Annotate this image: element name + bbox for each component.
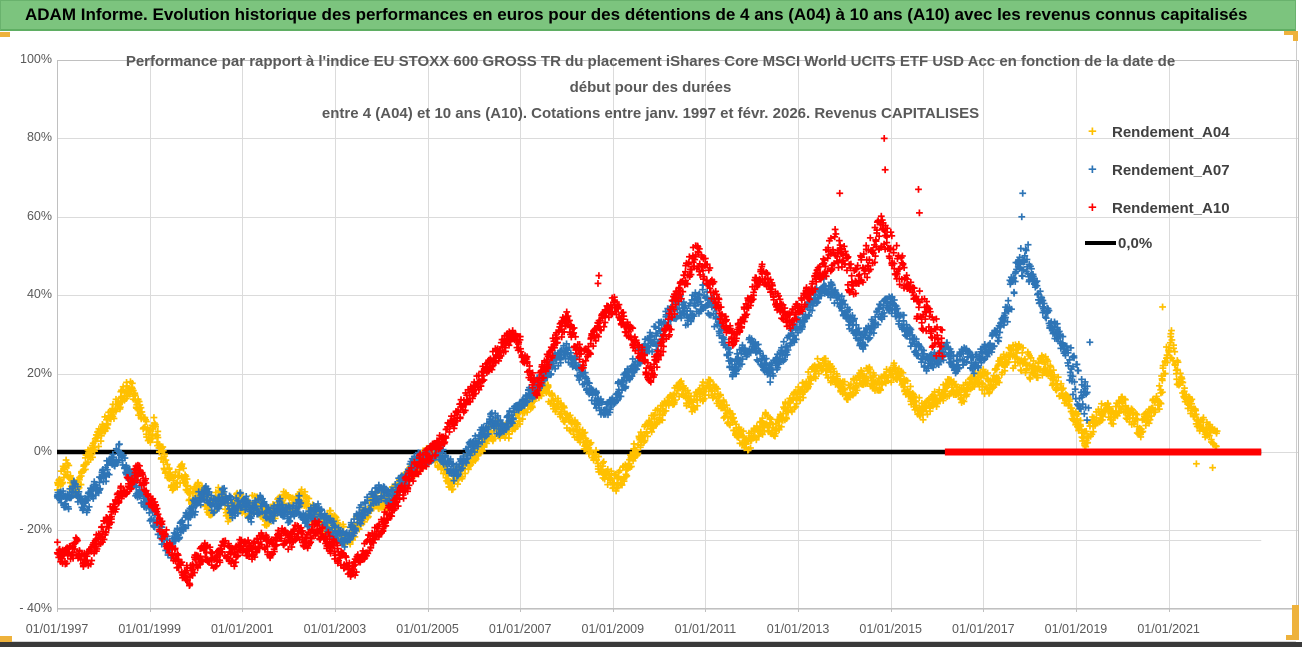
x-axis-tick-label: 01/01/2017 xyxy=(952,622,1015,636)
x-axis-tick-label: 01/01/2001 xyxy=(210,622,274,636)
legend-label: 0,0% xyxy=(1118,234,1153,252)
header-bar: ADAM Informe. Evolution historique des p… xyxy=(0,0,1296,31)
selection-handle xyxy=(1293,31,1298,41)
chart-frame-border xyxy=(1296,33,1297,640)
x-axis-tick-label: 01/01/1997 xyxy=(25,622,89,636)
y-axis-tick-label: - 40% xyxy=(19,600,52,615)
bottom-bar xyxy=(0,642,1302,647)
legend-label: Rendement_A04 xyxy=(1112,123,1230,141)
x-axis-tick-label: 01/01/2015 xyxy=(859,622,922,636)
plus-marker-icon: + xyxy=(1088,123,1097,140)
legend-item-rendement-a07: + Rendement_A07 xyxy=(1088,159,1230,181)
y-axis-tick-label: 40% xyxy=(26,287,52,302)
legend-label: Rendement_A07 xyxy=(1112,161,1230,179)
y-axis-tick-label: 20% xyxy=(26,365,52,380)
x-axis-tick-label: 01/01/2005 xyxy=(396,622,459,636)
legend-label: Rendement_A10 xyxy=(1112,199,1230,217)
x-axis-tick-label: 01/01/1999 xyxy=(118,622,181,636)
plus-marker-icon: + xyxy=(1088,161,1097,178)
legend-item-rendement-a10: + Rendement_A10 xyxy=(1088,197,1230,219)
x-axis-tick-label: 01/01/2009 xyxy=(581,622,645,636)
x-axis-tick-label: 01/01/2011 xyxy=(674,622,737,636)
selection-handle xyxy=(1292,605,1299,640)
chart-title: Performance par rapport à l'indice EU ST… xyxy=(98,49,1203,127)
page-title: ADAM Informe. Evolution historique des p… xyxy=(25,5,1248,24)
x-axis-tick-label: 01/01/2019 xyxy=(1044,622,1108,636)
plus-marker-icon: + xyxy=(1088,199,1097,216)
selection-handle xyxy=(0,32,10,37)
y-axis-tick-label: 80% xyxy=(26,130,52,145)
chart-title-line-1: Performance par rapport à l'indice EU ST… xyxy=(125,53,1176,70)
y-axis-tick-label: - 20% xyxy=(19,522,52,537)
y-axis-tick-label: 100% xyxy=(20,52,52,66)
x-axis-tick-label: 01/01/2021 xyxy=(1137,622,1200,636)
chart-title-line-2: début pour des durées xyxy=(569,79,732,96)
x-axis-tick-label: 01/01/2007 xyxy=(488,622,552,636)
selection-handle xyxy=(1284,31,1298,35)
y-axis-tick-label: 60% xyxy=(26,208,52,223)
divider xyxy=(0,641,1296,642)
legend-item-zero-line: 0,0% xyxy=(1085,232,1152,254)
x-axis-tick-label: 01/01/2013 xyxy=(766,622,830,636)
chart-title-line-3: entre 4 (A04) et 10 ans (A10). Cotations… xyxy=(321,105,980,122)
zero-line-icon xyxy=(1085,241,1116,245)
selection-handle xyxy=(0,636,12,642)
legend-item-rendement-a04: + Rendement_A04 xyxy=(1088,121,1230,143)
y-axis-tick-label: 0% xyxy=(33,444,52,458)
x-axis-tick-label: 01/01/2003 xyxy=(303,622,367,636)
selection-handle xyxy=(1286,635,1299,640)
